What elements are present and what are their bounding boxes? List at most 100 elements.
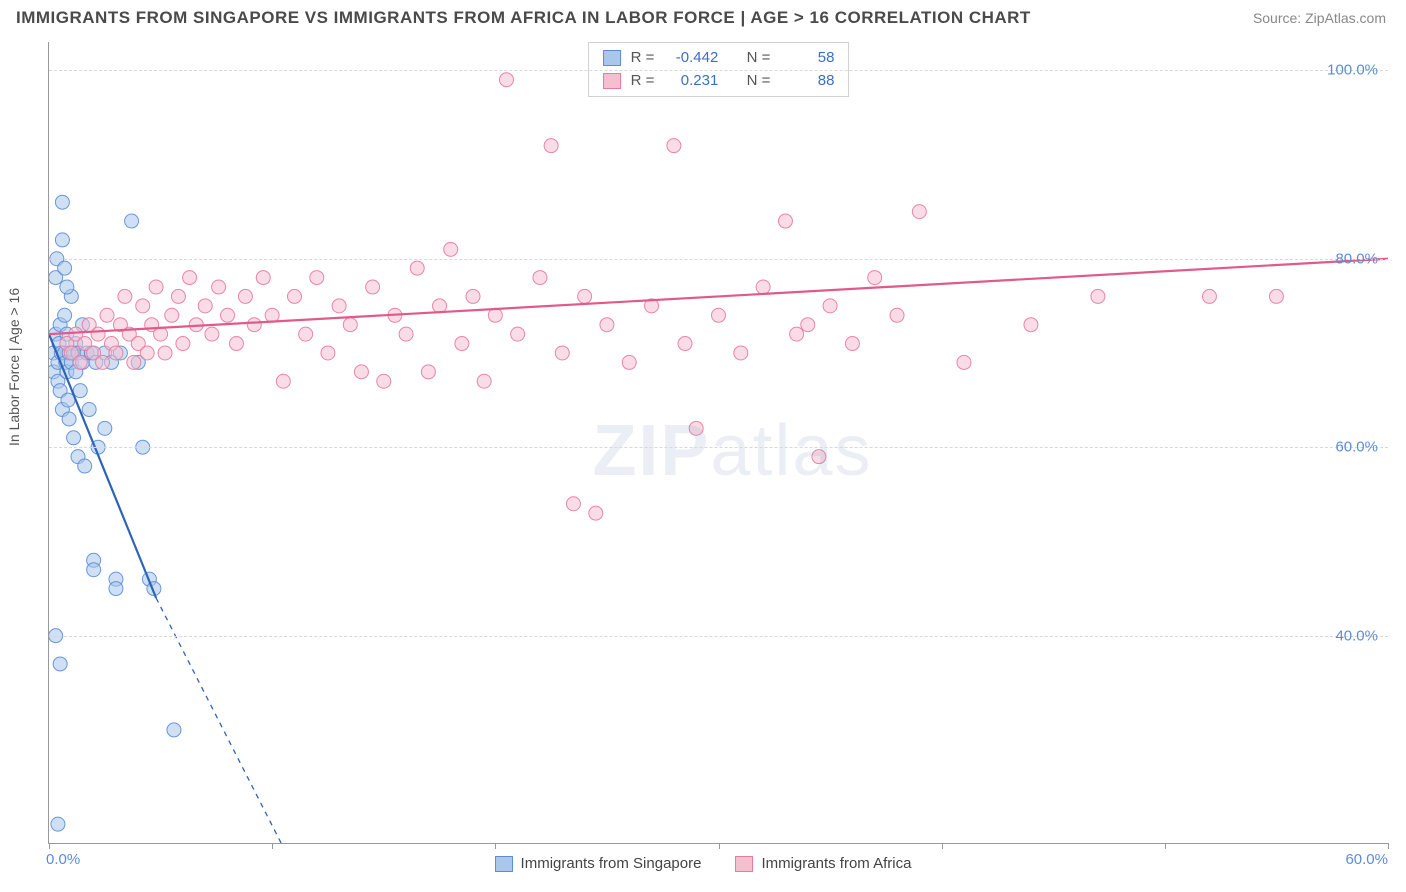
x-tick: [1165, 843, 1166, 849]
data-point: [167, 723, 181, 737]
data-point: [109, 582, 123, 596]
gridline: [49, 636, 1388, 637]
data-point: [410, 261, 424, 275]
chart-plot-area: ZIPatlas R =-0.442 N =58R =0.231 N =88 4…: [48, 42, 1388, 844]
data-point: [455, 337, 469, 351]
data-point: [1269, 289, 1283, 303]
x-tick: [272, 843, 273, 849]
data-point: [154, 327, 168, 341]
data-point: [58, 308, 72, 322]
data-point: [98, 421, 112, 435]
data-point: [127, 355, 141, 369]
data-point: [678, 337, 692, 351]
data-point: [1202, 289, 1216, 303]
data-point: [477, 374, 491, 388]
data-point: [53, 657, 67, 671]
data-point: [136, 299, 150, 313]
y-axis-label: In Labor Force | Age > 16: [6, 288, 22, 446]
data-point: [221, 308, 235, 322]
data-point: [62, 412, 76, 426]
data-point: [488, 308, 502, 322]
data-point: [868, 271, 882, 285]
data-point: [790, 327, 804, 341]
data-point: [238, 289, 252, 303]
data-point: [55, 233, 69, 247]
data-point: [533, 271, 547, 285]
data-point: [212, 280, 226, 294]
data-point: [689, 421, 703, 435]
data-point: [265, 308, 279, 322]
data-point: [957, 355, 971, 369]
r-label: R =: [631, 47, 655, 70]
data-point: [299, 327, 313, 341]
data-point: [82, 403, 96, 417]
data-point: [1024, 318, 1038, 332]
chart-title: IMMIGRANTS FROM SINGAPORE VS IMMIGRANTS …: [16, 8, 1031, 28]
data-point: [171, 289, 185, 303]
data-point: [118, 289, 132, 303]
data-point: [125, 214, 139, 228]
legend-label: Immigrants from Singapore: [521, 855, 702, 872]
data-point: [67, 431, 81, 445]
x-tick: [719, 843, 720, 849]
data-point: [96, 355, 110, 369]
data-point: [343, 318, 357, 332]
data-point: [778, 214, 792, 228]
r-label: R =: [631, 70, 655, 93]
data-point: [55, 195, 69, 209]
regression-line: [49, 334, 156, 598]
data-point: [544, 139, 558, 153]
data-point: [140, 346, 154, 360]
data-point: [87, 563, 101, 577]
data-point: [801, 318, 815, 332]
n-value: 88: [780, 70, 834, 93]
legend-item: Immigrants from Africa: [735, 855, 911, 872]
data-point: [444, 242, 458, 256]
data-point: [176, 337, 190, 351]
data-point: [256, 271, 270, 285]
data-point: [499, 73, 513, 87]
n-value: 58: [780, 47, 834, 70]
data-point: [109, 346, 123, 360]
data-point: [600, 318, 614, 332]
data-point: [433, 299, 447, 313]
data-point: [812, 450, 826, 464]
data-point: [149, 280, 163, 294]
gridline: [49, 447, 1388, 448]
data-point: [622, 355, 636, 369]
x-tick: [49, 843, 50, 849]
data-point: [60, 280, 74, 294]
chart-svg-layer: [49, 42, 1388, 843]
data-point: [205, 327, 219, 341]
data-point: [912, 205, 926, 219]
gridline: [49, 259, 1388, 260]
series-legend: Immigrants from Singapore Immigrants from…: [0, 855, 1406, 872]
y-tick-label: 40.0%: [1335, 627, 1378, 644]
data-point: [332, 299, 346, 313]
legend-label: Immigrants from Africa: [761, 855, 911, 872]
data-point: [158, 346, 172, 360]
data-point: [100, 308, 114, 322]
legend-stat-row: R =0.231 N =88: [603, 70, 835, 93]
data-point: [890, 308, 904, 322]
data-point: [229, 337, 243, 351]
n-label: N =: [747, 47, 771, 70]
data-point: [734, 346, 748, 360]
data-point: [1091, 289, 1105, 303]
x-tick: [942, 843, 943, 849]
data-point: [756, 280, 770, 294]
data-point: [566, 497, 580, 511]
legend-swatch: [735, 856, 753, 872]
data-point: [712, 308, 726, 322]
data-point: [466, 289, 480, 303]
source-attribution: Source: ZipAtlas.com: [1253, 10, 1386, 26]
data-point: [310, 271, 324, 285]
data-point: [247, 318, 261, 332]
legend-stat-row: R =-0.442 N =58: [603, 47, 835, 70]
data-point: [78, 459, 92, 473]
data-point: [589, 506, 603, 520]
data-point: [555, 346, 569, 360]
data-point: [198, 299, 212, 313]
y-tick-label: 100.0%: [1327, 62, 1378, 79]
data-point: [287, 289, 301, 303]
